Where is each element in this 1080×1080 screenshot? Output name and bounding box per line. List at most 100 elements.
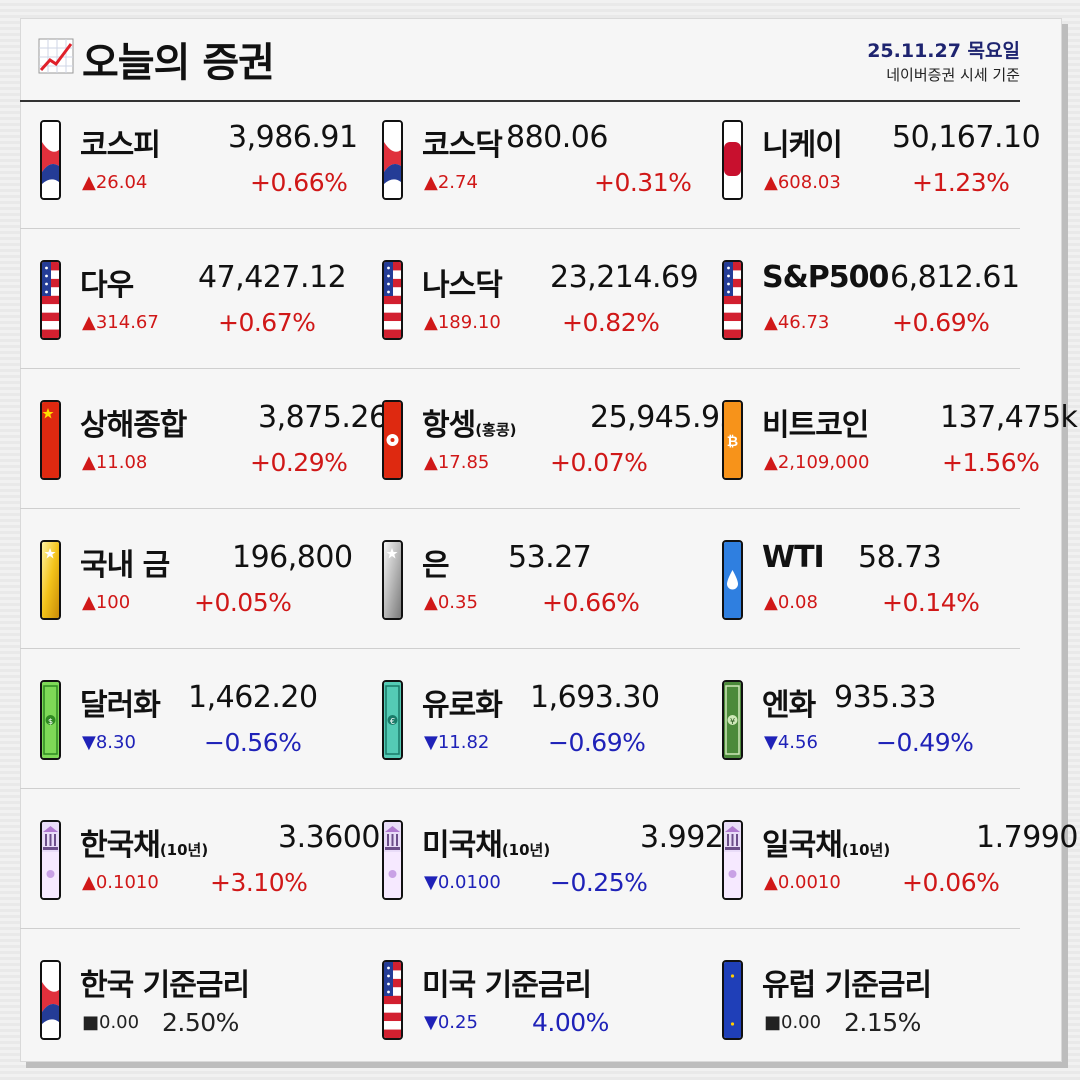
row-divider <box>20 508 1020 509</box>
item-percent: 2.15% <box>844 1008 921 1037</box>
row-divider <box>20 788 1020 789</box>
row-divider <box>20 928 1020 929</box>
market-item: 유럽 기준금리 ■0.00 2.15% <box>722 960 1062 1060</box>
item-value: 935.33 <box>834 680 936 715</box>
item-name: 다우 <box>80 268 134 303</box>
item-value: 53.27 <box>508 540 592 575</box>
market-item: 미국채(10년) 3.9920 ▼0.0100 −0.25% <box>382 820 742 920</box>
item-percent: −0.56% <box>204 728 302 757</box>
item-value: 196,800 <box>232 540 353 575</box>
source-label: 네이버증권 시세 기준 <box>886 66 1020 84</box>
item-percent: 4.00% <box>532 1008 609 1037</box>
item-value: 3,875.26 <box>258 400 388 435</box>
yen-bill-icon: ¥ <box>722 680 743 760</box>
silver-icon <box>382 540 403 620</box>
item-value: 25,945.93 <box>590 400 739 435</box>
header: 오늘의 증권 25.11.27 목요일 네이버증권 시세 기준 <box>20 20 1020 100</box>
item-name: 엔화 <box>762 688 816 723</box>
item-change: ▼8.30 <box>82 732 136 753</box>
euro-bill-icon: € <box>382 680 403 760</box>
item-percent: +1.23% <box>912 168 1010 197</box>
market-item: ¥ 엔화 935.33 ▼4.56 −0.49% <box>722 680 1062 780</box>
item-value: 6,812.61 <box>890 260 1020 295</box>
item-percent: +0.69% <box>892 308 990 337</box>
usa-flag-icon <box>382 960 403 1040</box>
item-change: ▲0.35 <box>424 592 478 613</box>
usa-flag-icon <box>382 260 403 340</box>
dollar-bill-icon: $ <box>40 680 61 760</box>
item-percent: +0.29% <box>250 448 348 477</box>
item-percent: +0.06% <box>902 868 1000 897</box>
bitcoin-icon: ₿ <box>722 400 743 480</box>
market-item: 일국채(10년) 1.7990 ▲0.0010 +0.06% <box>722 820 1078 920</box>
item-subtitle: (10년) <box>501 841 551 859</box>
chart-up-icon <box>38 38 74 74</box>
item-percent: +0.05% <box>194 588 292 617</box>
item-change: ■0.00 <box>764 1012 822 1033</box>
item-value: 47,427.12 <box>198 260 347 295</box>
item-value: 1,693.30 <box>530 680 660 715</box>
svg-text:₿: ₿ <box>727 434 738 450</box>
item-percent: +0.67% <box>218 308 316 337</box>
item-subtitle: (10년) <box>841 841 891 859</box>
oil-drop-icon <box>722 540 743 620</box>
bond-icon <box>722 820 743 900</box>
item-percent: 2.50% <box>162 1008 239 1037</box>
item-name: 미국채(10년) <box>422 828 551 863</box>
item-value: 1.7990 <box>976 820 1078 855</box>
gold-icon <box>40 540 61 620</box>
item-percent: +0.31% <box>594 168 692 197</box>
market-item: ₿ 비트코인 137,475k ▲2,109,000 +1.56% <box>722 400 1078 500</box>
row-divider <box>20 648 1020 649</box>
item-subtitle: (10년) <box>159 841 209 859</box>
item-name: 일국채(10년) <box>762 828 891 863</box>
item-change: ▲0.0010 <box>764 872 841 893</box>
svg-text:¥: ¥ <box>730 717 735 726</box>
korea-flag-icon <box>40 960 61 1040</box>
item-change: ▲100 <box>82 592 131 613</box>
market-item: 니케이 50,167.10 ▲608.03 +1.23% <box>722 120 1062 220</box>
market-item: 나스닥 23,214.69 ▲189.10 +0.82% <box>382 260 722 360</box>
item-name: 비트코인 <box>762 408 869 443</box>
item-percent: +0.66% <box>542 588 640 617</box>
market-item: 상해종합 3,875.26 ▲11.08 +0.29% <box>40 400 388 500</box>
item-name: 한국 기준금리 <box>80 968 250 1003</box>
item-percent: −0.69% <box>548 728 646 757</box>
market-item: $ 달러화 1,462.20 ▼8.30 −0.56% <box>40 680 380 780</box>
item-name: 항셍(홍콩) <box>422 408 517 443</box>
header-divider <box>20 100 1020 102</box>
item-name: 코스피 <box>80 128 161 163</box>
item-change: ▲0.08 <box>764 592 818 613</box>
date-label: 25.11.27 목요일 <box>867 40 1020 62</box>
item-change: ▲2,109,000 <box>764 452 870 473</box>
market-item: 다우 47,427.12 ▲314.67 +0.67% <box>40 260 380 360</box>
item-change: ▲46.73 <box>764 312 830 333</box>
item-value: 3.3600 <box>278 820 380 855</box>
market-item: 국내 금 196,800 ▲100 +0.05% <box>40 540 380 640</box>
item-value: 880.06 <box>506 120 608 155</box>
item-percent: +3.10% <box>210 868 308 897</box>
bond-icon <box>40 820 61 900</box>
item-change: ▲314.67 <box>82 312 159 333</box>
market-item: S&P500 6,812.61 ▲46.73 +0.69% <box>722 260 1062 360</box>
item-change: ▲0.1010 <box>82 872 159 893</box>
item-percent: −0.49% <box>876 728 974 757</box>
item-change: ▲608.03 <box>764 172 841 193</box>
market-item: 은 53.27 ▲0.35 +0.66% <box>382 540 722 640</box>
item-name: 달러화 <box>80 688 161 723</box>
market-item: 한국채(10년) 3.3600 ▲0.1010 +3.10% <box>40 820 380 920</box>
item-percent: +0.82% <box>562 308 660 337</box>
japan-flag-icon <box>722 120 743 200</box>
svg-text:$: $ <box>48 717 53 726</box>
item-change: ▼0.25 <box>424 1012 478 1033</box>
main-card <box>20 18 1062 1062</box>
item-change: ▼4.56 <box>764 732 818 753</box>
item-subtitle: (홍콩) <box>475 421 517 439</box>
market-item: 코스닥 880.06 ▲2.74 +0.31% <box>382 120 722 220</box>
item-name: 한국채(10년) <box>80 828 209 863</box>
item-name: WTI <box>762 540 825 575</box>
item-name: S&P500 <box>762 260 889 295</box>
row-divider <box>20 228 1020 229</box>
item-change: ▼11.82 <box>424 732 490 753</box>
page-title: 오늘의 증권 <box>82 40 275 86</box>
